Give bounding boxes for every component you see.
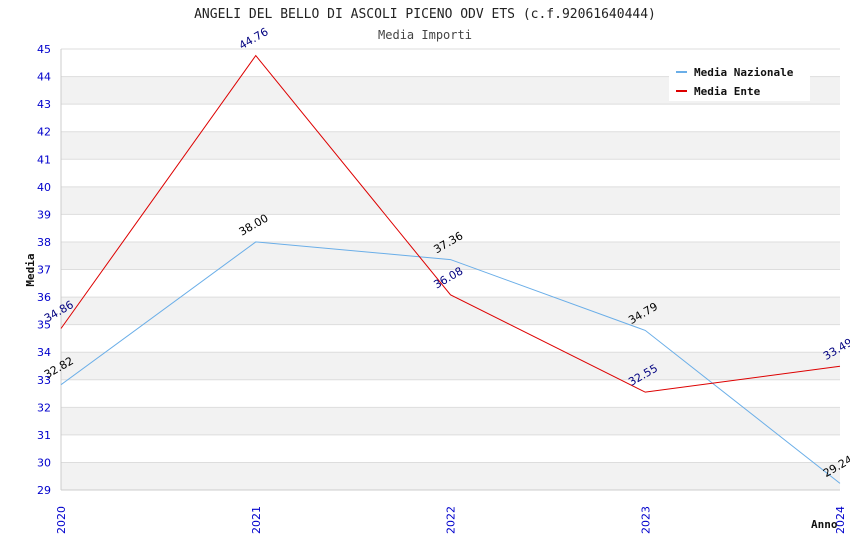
grid-lines: [60, 48, 840, 491]
y-tick-label: 37: [37, 264, 51, 277]
x-tick-label: 2021: [250, 506, 263, 534]
y-tick-label: 39: [37, 208, 51, 221]
legend-box: [669, 59, 810, 101]
y-tick-label: 32: [37, 401, 51, 414]
y-tick-label: 30: [37, 456, 51, 469]
data-label: 44.76: [237, 25, 271, 52]
chart-title: ANGELI DEL BELLO DI ASCOLI PICENO ODV ET…: [194, 7, 656, 22]
grid-band: [61, 241, 840, 270]
y-tick-label: 41: [37, 153, 51, 166]
y-tick-label: 36: [37, 291, 51, 304]
x-tick-label: 2023: [639, 506, 652, 534]
grid-band: [61, 131, 840, 160]
legend-label: Media Ente: [694, 85, 761, 98]
x-tick-labels: 2020 2021 2022 2023 2024: [55, 506, 847, 534]
y-tick-label: 33: [37, 374, 51, 387]
y-tick-label: 43: [37, 98, 51, 111]
x-tick-label: 2020: [55, 506, 68, 534]
grid-band: [61, 462, 840, 490]
series-line: [60, 241, 841, 484]
y-tick-label: 35: [37, 319, 51, 332]
y-tick-label: 34: [37, 346, 51, 359]
series-line: [60, 54, 841, 393]
y-tick-label: 45: [37, 43, 51, 56]
y-tick-label: 44: [37, 71, 51, 84]
x-axis-label: Anno: [811, 518, 838, 531]
y-tick-labels: 29 30 31 32 33 34 35 36 37 38 39 40 41 42 43 44 45: [37, 43, 51, 497]
legend: Media Nazionale Media Ente: [669, 59, 810, 101]
chart-subtitle: Media Importi: [378, 28, 472, 42]
y-tick-label: 31: [37, 429, 51, 442]
x-tick-label: 2022: [445, 506, 458, 534]
y-tick-label: 40: [37, 181, 51, 194]
y-tick-label: 29: [37, 484, 51, 497]
grid-band: [61, 352, 840, 380]
grid-band: [61, 407, 840, 435]
grid-band: [61, 297, 840, 325]
series-lines: [60, 54, 841, 484]
y-tick-label: 38: [37, 236, 51, 249]
y-tick-label: 42: [37, 126, 51, 139]
legend-label: Media Nazionale: [694, 66, 794, 79]
x-tick-label: 2024: [834, 506, 847, 534]
grid-band: [61, 186, 840, 215]
y-axis-label: Media: [24, 253, 37, 286]
